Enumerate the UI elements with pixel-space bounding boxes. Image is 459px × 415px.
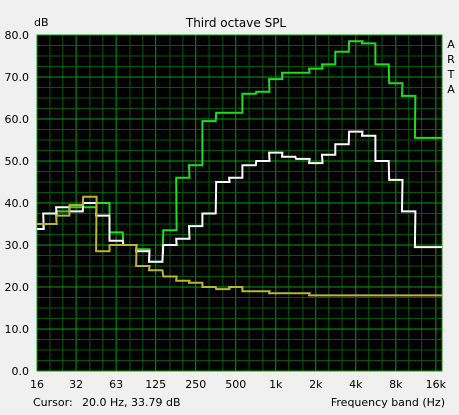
watermark-letter: T (447, 68, 455, 81)
y-tick-label: 80.0 (5, 29, 30, 42)
y-tick-label: 10.0 (5, 323, 30, 336)
series-line-2 (37, 130, 442, 263)
y-tick-label: 50.0 (5, 155, 30, 168)
y-tick-label: 40.0 (5, 197, 30, 210)
x-tick-label: 250 (185, 378, 206, 391)
x-tick-label: 32 (69, 378, 83, 391)
x-tick-label: 2k (309, 378, 323, 391)
x-tick-label: 63 (109, 378, 123, 391)
x-tick-label: 16k (426, 378, 447, 391)
y-tick-label: 30.0 (5, 239, 30, 252)
x-axis-ticks: 16 32 63 125 250 500 1k 2k 4k 8k 16k (30, 378, 447, 391)
series-lines (37, 40, 442, 297)
x-tick-label: 4k (349, 378, 363, 391)
x-axis-label: Frequency band (Hz) (330, 396, 445, 409)
x-tick-label: 500 (225, 378, 246, 391)
status-bar: Cursor: 20.0 Hz, 33.79 dB Frequency band… (0, 391, 459, 415)
watermark-letter: A (447, 83, 455, 96)
plot-border (36, 34, 443, 372)
y-axis-ticks: 0.0 10.0 20.0 30.0 40.0 50.0 60.0 70.0 80.0 (5, 29, 30, 378)
x-tick-label: 8k (389, 378, 403, 391)
grid-lines (36, 34, 443, 372)
cursor-readout: 20.0 Hz, 33.79 dB (82, 396, 181, 409)
y-tick-label: 60.0 (5, 113, 30, 126)
y-tick-label: 0.0 (12, 365, 30, 378)
series-line-3 (37, 195, 442, 297)
watermark-letter: A (447, 38, 455, 51)
watermark-letter: R (447, 53, 455, 66)
x-tick-label: 16 (30, 378, 44, 391)
y-tick-label: 70.0 (5, 71, 30, 84)
chart-title: Third octave SPL (185, 16, 287, 30)
y-tick-label: 20.0 (5, 281, 30, 294)
cursor-label: Cursor: (33, 396, 73, 409)
x-tick-label: 1k (269, 378, 283, 391)
x-tick-label: 125 (145, 378, 166, 391)
y-axis-label: dB (34, 16, 49, 29)
series-line-1 (37, 40, 442, 263)
